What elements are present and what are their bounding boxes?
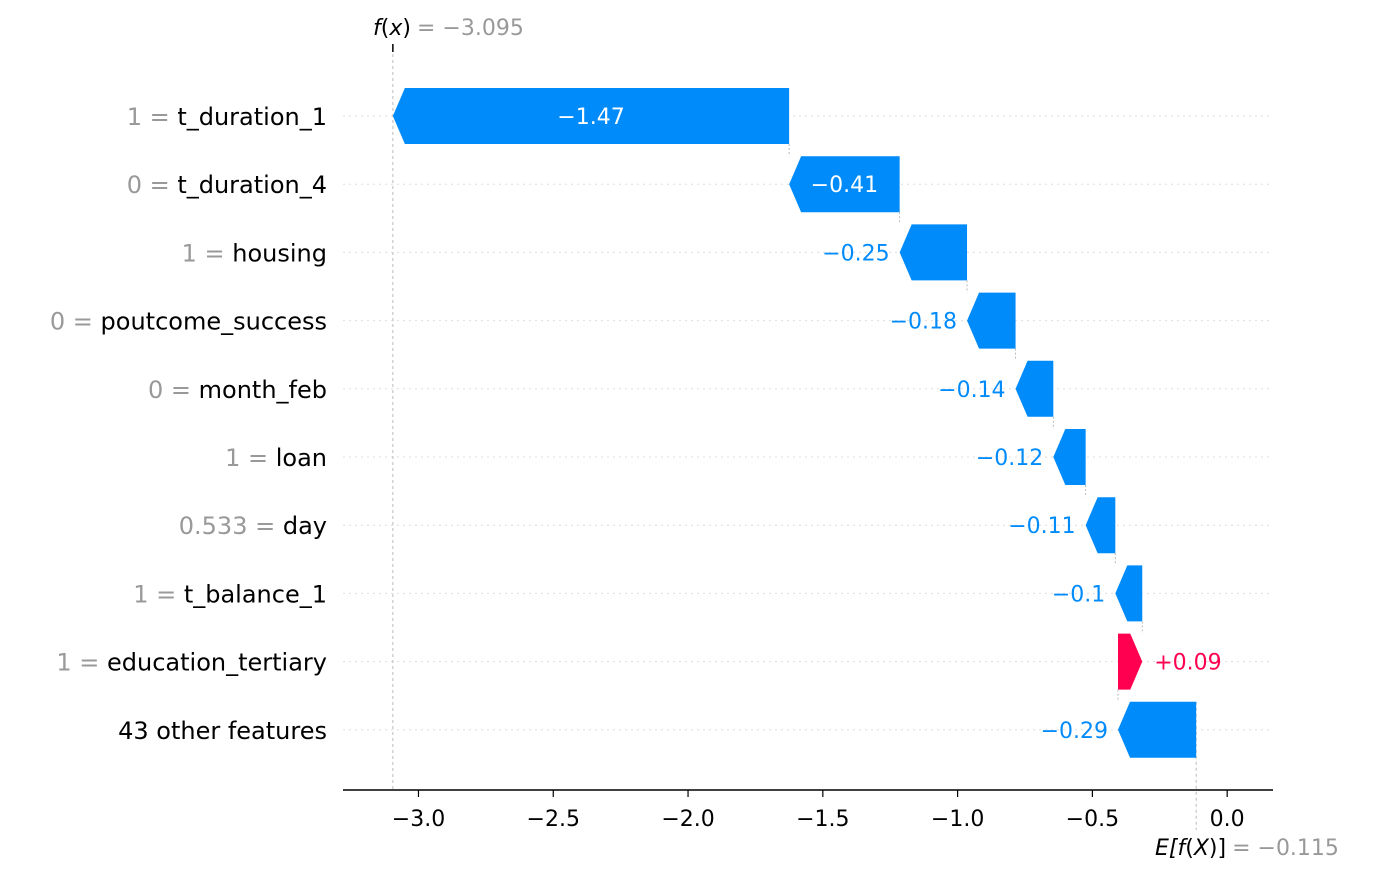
bar-value-label: −0.29 — [1041, 719, 1108, 744]
feature-label: 0 = t_duration_4 — [127, 171, 327, 199]
x-tick-label: −1.0 — [931, 807, 984, 832]
waterfall-bar — [1053, 429, 1086, 485]
waterfall-bar — [1015, 360, 1054, 417]
feature-label: 43 other features — [118, 717, 327, 745]
feature-label: 1 = education_tertiary — [56, 649, 327, 677]
x-tick-label: 0.0 — [1210, 807, 1245, 832]
feature-label: 1 = t_duration_1 — [127, 103, 327, 131]
feature-label: 1 = t_balance_1 — [133, 580, 327, 608]
bar-value-label: −0.1 — [1052, 582, 1105, 607]
fx-annotation: f(x) = −3.095 — [373, 16, 524, 41]
x-tick-label: −0.5 — [1066, 807, 1119, 832]
bar-value-label: −0.12 — [976, 446, 1043, 471]
waterfall-bar — [1085, 497, 1116, 554]
waterfall-bar — [899, 224, 968, 281]
bar-value-label: −0.11 — [1008, 514, 1075, 539]
feature-label: 0 = poutcome_success — [50, 308, 327, 336]
x-tick-label: −2.5 — [527, 807, 580, 832]
waterfall-bar — [967, 292, 1016, 349]
bar-value-label: −0.14 — [938, 378, 1005, 403]
bar-value-label: −0.41 — [811, 173, 878, 198]
waterfall-bar — [392, 88, 790, 144]
x-tick-label: −3.0 — [392, 807, 445, 832]
bar-value-label: +0.09 — [1154, 651, 1221, 676]
bar-value-label: −1.47 — [557, 105, 624, 130]
feature-label: 1 = loan — [225, 444, 327, 472]
x-tick-label: −1.5 — [796, 807, 849, 832]
feature-label: 1 = housing — [182, 239, 327, 267]
feature-label: 0 = month_feb — [148, 376, 327, 404]
waterfall-bar — [1115, 565, 1143, 622]
waterfall-bar — [1118, 701, 1197, 758]
x-tick-label: −2.0 — [661, 807, 714, 832]
feature-label: 0.533 = day — [179, 512, 327, 540]
waterfall-bar — [1118, 633, 1143, 690]
bar-value-label: −0.25 — [822, 241, 889, 266]
bar-value-label: −0.18 — [890, 310, 957, 335]
efx-annotation: E[f(X)] = −0.115 — [1155, 836, 1339, 861]
waterfall-bar — [789, 156, 900, 213]
